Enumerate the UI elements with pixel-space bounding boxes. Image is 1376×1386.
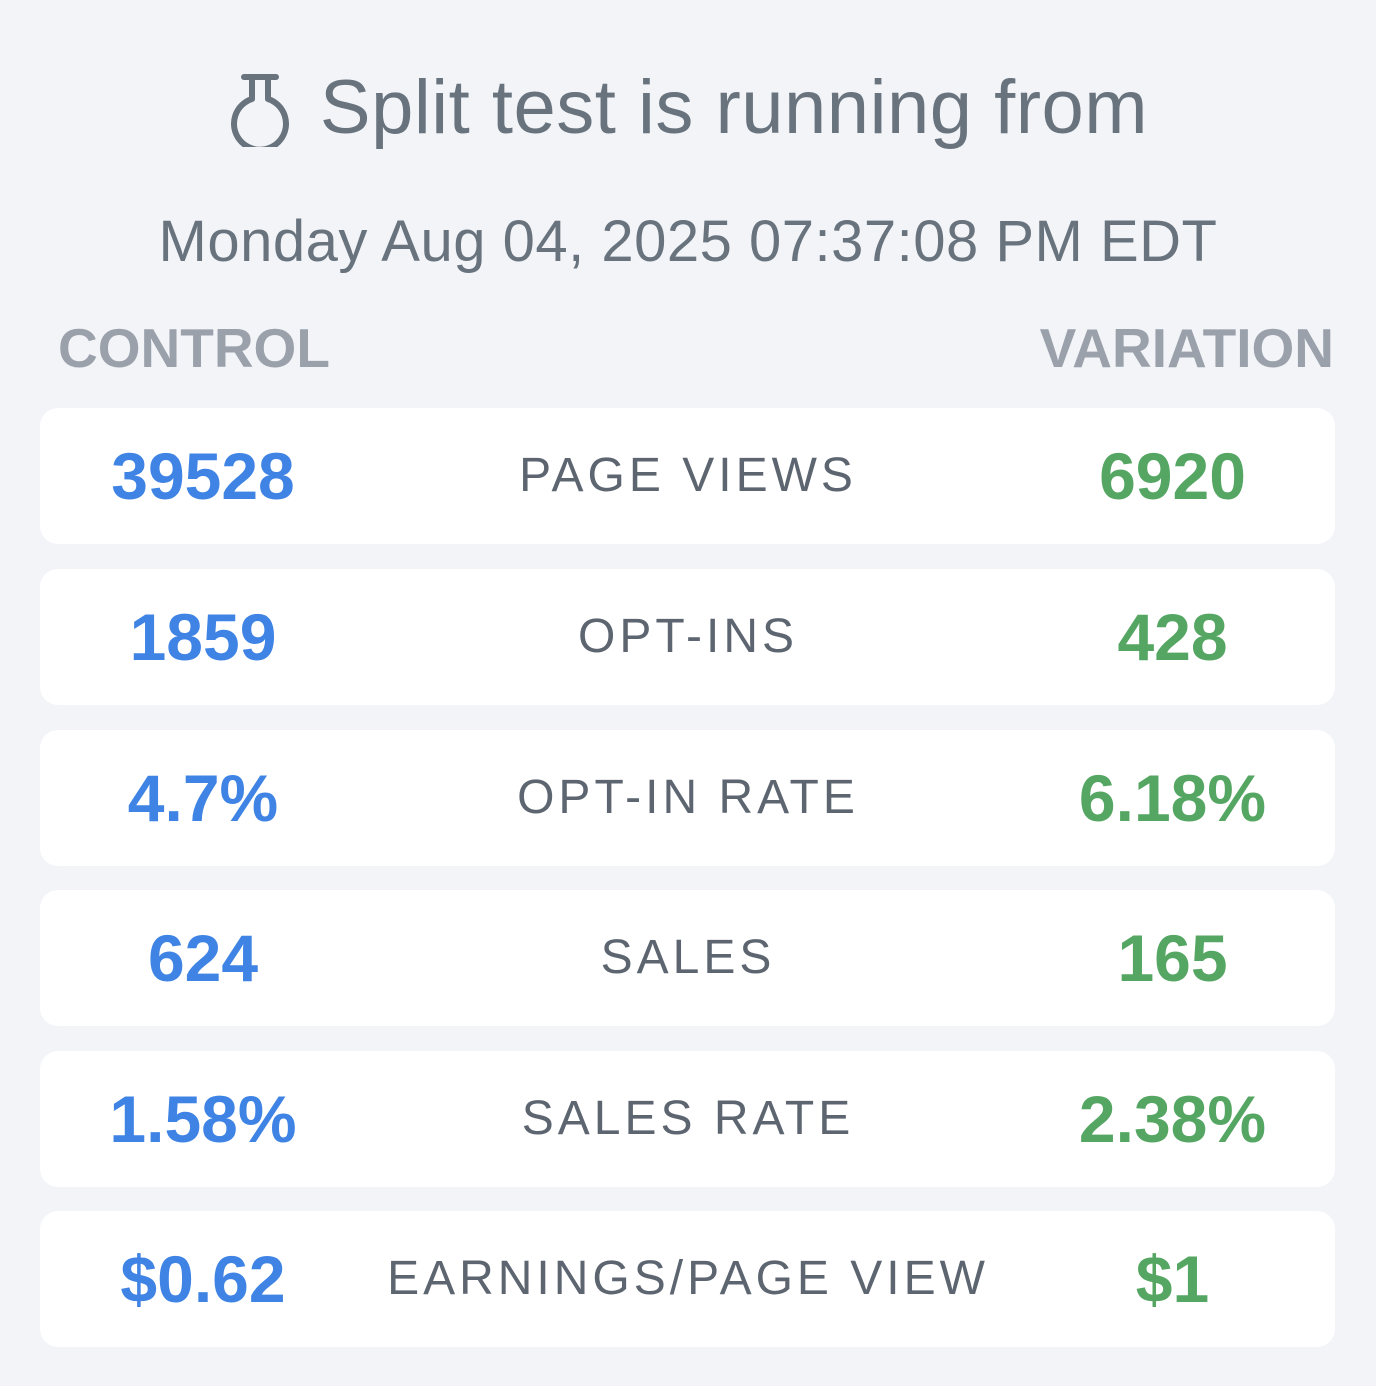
- control-value: 4.7%: [127, 761, 279, 835]
- variation-value: 6.18%: [1078, 761, 1267, 835]
- variation-value: $1: [1135, 1242, 1210, 1316]
- control-value: $0.62: [120, 1242, 286, 1316]
- page-title: Split test is running from: [319, 64, 1149, 150]
- stat-row-page-views: 39528 PAGE VIEWS 6920: [40, 408, 1335, 544]
- metric-label: OPT-IN RATE: [517, 771, 859, 824]
- control-value: 39528: [111, 439, 295, 513]
- start-date: Monday Aug 04, 2025 07:37:08 PM EDT: [158, 209, 1218, 274]
- metric-label: EARNINGS/PAGE VIEW: [387, 1252, 989, 1305]
- control-value: 624: [147, 921, 259, 995]
- stat-row-sales: 624 SALES 165: [40, 890, 1335, 1026]
- control-value: 1859: [129, 600, 277, 674]
- stat-row-opt-ins: 1859 OPT-INS 428: [40, 569, 1335, 705]
- variation-value: 165: [1117, 921, 1228, 995]
- metric-label: SALES: [600, 931, 776, 984]
- metric-label: SALES RATE: [521, 1092, 855, 1145]
- stat-row-sales-rate: 1.58% SALES RATE 2.38%: [40, 1051, 1335, 1187]
- variation-column-heading: VARIATION: [1039, 317, 1334, 379]
- variation-value: 6920: [1099, 439, 1246, 513]
- stat-row-opt-in-rate: 4.7% OPT-IN RATE 6.18%: [40, 730, 1335, 866]
- control-value: 1.58%: [109, 1082, 297, 1156]
- metric-label: PAGE VIEWS: [519, 449, 857, 502]
- flask-icon: [228, 67, 292, 153]
- metric-label: OPT-INS: [577, 610, 799, 663]
- stat-row-earnings-per-page-view: $0.62 EARNINGS/PAGE VIEW $1: [40, 1211, 1335, 1347]
- title-row: Split test is running from: [0, 62, 1376, 153]
- control-column-heading: CONTROL: [58, 317, 330, 379]
- variation-value: 2.38%: [1078, 1082, 1267, 1156]
- variation-value: 428: [1117, 600, 1228, 674]
